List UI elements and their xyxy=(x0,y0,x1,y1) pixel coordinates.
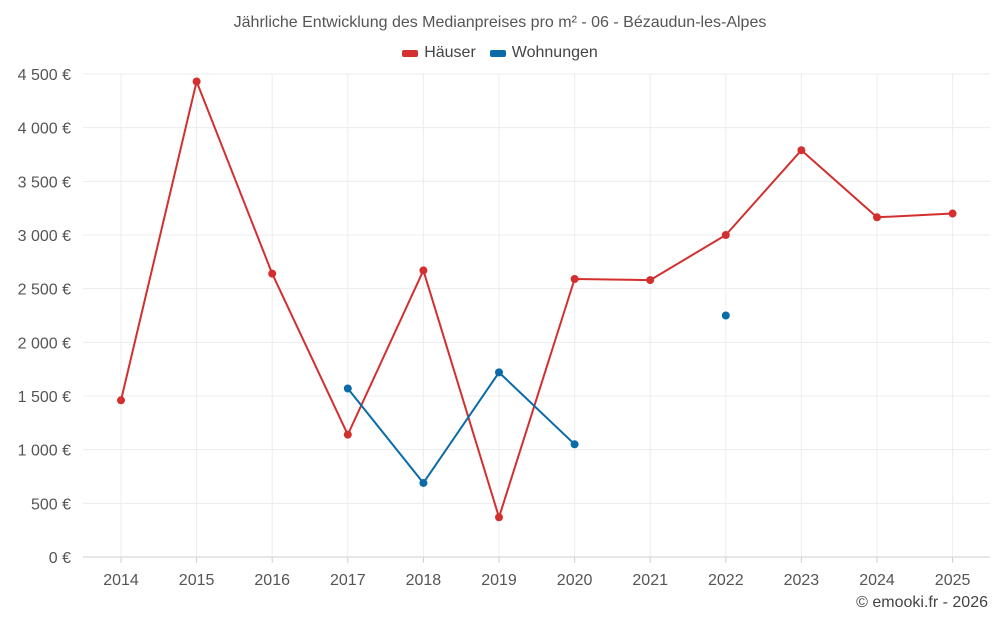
data-point-houses-2022 xyxy=(721,231,730,239)
data-point-houses-2024 xyxy=(873,213,881,222)
y-tick-label: 2 000 € xyxy=(18,335,71,352)
data-point-houses-2018 xyxy=(419,266,428,275)
data-point-houses-2023 xyxy=(797,146,806,155)
x-tick-label: 2014 xyxy=(103,572,139,589)
legend-label-apartments: Wohnungen xyxy=(511,44,598,61)
legend: Häuser Wohnungen xyxy=(0,44,1000,62)
y-tick-label: 2 500 € xyxy=(18,282,71,299)
legend-item-houses[interactable]: Häuser xyxy=(402,44,476,62)
data-point-apartments-2017 xyxy=(343,384,352,393)
y-tick-label: 0 € xyxy=(49,550,71,567)
legend-item-apartments[interactable]: Wohnungen xyxy=(489,44,598,62)
x-tick-label: 2018 xyxy=(406,572,442,589)
y-tick-label: 3 500 € xyxy=(18,174,71,191)
y-tick-label: 4 000 € xyxy=(18,121,71,138)
chart-title: Jährliche Entwicklung des Medianpreises … xyxy=(233,14,767,31)
x-tick-label: 2016 xyxy=(254,572,290,589)
x-tick-label: 2021 xyxy=(632,572,668,589)
data-point-houses-2015 xyxy=(192,77,201,86)
legend-swatch-houses xyxy=(402,49,419,57)
copyright-footer: © emooki.fr - 2026 xyxy=(856,594,988,611)
data-point-houses-2016 xyxy=(268,269,277,278)
y-tick-label: 3 000 € xyxy=(18,228,71,245)
x-tick-label: 2022 xyxy=(708,572,744,589)
data-point-houses-2019 xyxy=(495,513,503,522)
series-line-houses xyxy=(120,80,953,519)
y-tick-label: 500 € xyxy=(31,496,71,513)
legend-swatch-apartments xyxy=(489,49,506,57)
data-point-apartments-2020 xyxy=(570,440,579,449)
x-tick-label: 2019 xyxy=(481,572,517,589)
x-tick-label: 2024 xyxy=(859,572,895,589)
data-point-houses-2017 xyxy=(343,430,352,439)
y-tick-label: 1 500 € xyxy=(18,389,71,406)
series-line-apartments xyxy=(347,371,576,484)
data-point-houses-2020 xyxy=(570,275,579,284)
data-point-apartments-2022 xyxy=(721,311,730,320)
x-tick-label: 2025 xyxy=(935,572,971,589)
x-tick-label: 2020 xyxy=(557,572,593,589)
x-tick-label: 2015 xyxy=(179,572,215,589)
legend-label-houses: Häuser xyxy=(424,44,476,61)
data-point-houses-2014 xyxy=(117,396,125,405)
data-point-houses-2021 xyxy=(646,276,655,285)
data-point-houses-2025 xyxy=(948,209,957,218)
y-tick-label: 1 000 € xyxy=(18,443,71,460)
data-point-apartments-2018 xyxy=(419,478,428,487)
x-tick-label: 2023 xyxy=(784,572,820,589)
y-tick-label: 4 500 € xyxy=(18,67,71,84)
x-tick-label: 2017 xyxy=(330,572,366,589)
data-point-apartments-2019 xyxy=(495,368,503,377)
